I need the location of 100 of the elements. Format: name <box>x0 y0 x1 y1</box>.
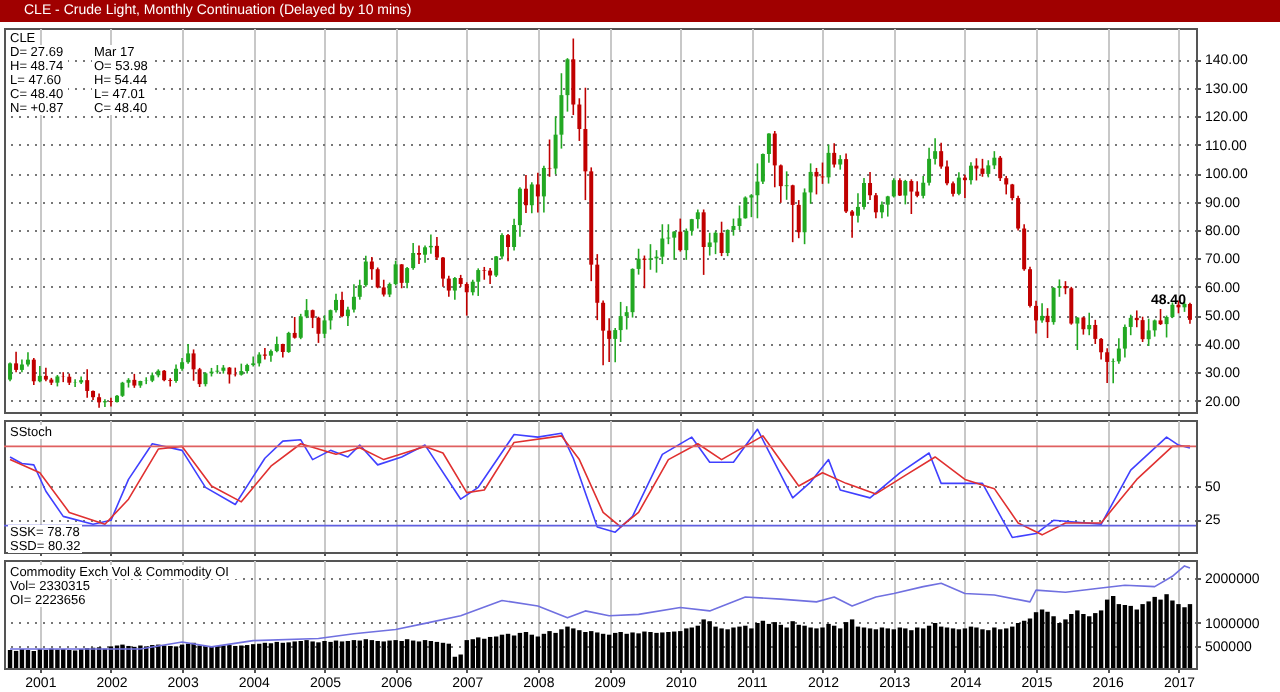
bar <box>286 642 291 668</box>
bar <box>826 623 831 668</box>
bar <box>684 628 689 668</box>
candlestick <box>701 208 706 276</box>
bar <box>885 628 890 668</box>
bar <box>636 633 641 668</box>
bar <box>725 629 730 668</box>
bar <box>1152 596 1157 668</box>
candlestick <box>772 130 777 189</box>
bar <box>903 628 908 668</box>
bar <box>55 649 60 668</box>
candlestick <box>322 314 327 339</box>
bar <box>203 646 208 668</box>
bar <box>932 623 938 668</box>
bar <box>944 627 950 668</box>
bar <box>328 641 333 668</box>
bar <box>387 640 392 668</box>
bar <box>156 644 161 668</box>
bar <box>831 625 837 668</box>
bar <box>529 634 535 668</box>
bar <box>772 622 777 668</box>
bar <box>197 645 202 668</box>
bar <box>233 645 238 668</box>
bar <box>921 628 926 668</box>
candlestick <box>523 174 528 214</box>
bar <box>434 641 440 668</box>
bar <box>227 645 232 668</box>
candlestick <box>340 290 345 319</box>
candlestick <box>1140 315 1145 343</box>
bar <box>1045 611 1050 668</box>
bar <box>476 637 481 668</box>
bar <box>541 633 547 668</box>
candlestick <box>891 177 896 199</box>
candlestick <box>482 266 487 281</box>
candlestick <box>1069 286 1074 326</box>
bar <box>404 639 410 668</box>
candlestick <box>316 315 321 344</box>
candlestick <box>85 368 90 399</box>
candlestick <box>695 208 700 230</box>
bar <box>1010 626 1015 668</box>
bar <box>399 641 404 668</box>
candlestick <box>464 281 469 317</box>
candlestick <box>707 232 712 257</box>
bar <box>992 627 997 668</box>
bar <box>654 632 659 668</box>
bar <box>1093 613 1098 668</box>
bar <box>1063 619 1068 668</box>
candlestick <box>968 161 973 186</box>
candlestick <box>191 348 196 382</box>
bar <box>737 626 742 668</box>
bar <box>1004 628 1009 668</box>
candlestick <box>790 183 795 243</box>
bar <box>173 646 179 668</box>
candlestick <box>14 350 19 373</box>
bar <box>381 641 386 668</box>
bar <box>642 631 647 668</box>
bar <box>956 629 962 668</box>
bar <box>891 629 897 668</box>
candlestick <box>820 161 825 185</box>
candlestick <box>506 233 511 263</box>
bar <box>861 627 867 668</box>
bar <box>648 632 653 668</box>
bar <box>393 640 398 668</box>
bar <box>974 627 979 668</box>
candlestick <box>832 142 837 169</box>
bar <box>1015 623 1021 668</box>
bar <box>962 628 968 668</box>
candlestick <box>974 157 979 182</box>
bar <box>583 632 588 668</box>
candlestick <box>1051 286 1056 326</box>
candlestick <box>903 179 908 206</box>
bar <box>464 640 469 668</box>
bar <box>316 642 321 668</box>
bar <box>672 631 677 668</box>
candlestick <box>1146 317 1151 347</box>
bar <box>322 641 327 668</box>
bar <box>446 643 452 668</box>
bar <box>221 645 226 668</box>
candlestick <box>956 171 961 197</box>
bar <box>250 644 256 668</box>
candlestick <box>334 292 338 314</box>
bar <box>980 629 985 668</box>
bar <box>1069 614 1074 668</box>
bar <box>1111 596 1116 668</box>
bar <box>695 625 701 668</box>
candlestick <box>678 217 683 253</box>
bar <box>239 645 244 668</box>
bar <box>1104 599 1110 668</box>
bar <box>363 639 369 668</box>
bar <box>1087 616 1092 668</box>
bar <box>1116 604 1122 668</box>
bar <box>618 632 623 668</box>
bar <box>760 620 766 668</box>
candlestick <box>61 371 66 383</box>
bar <box>1027 618 1033 668</box>
bar <box>909 630 914 668</box>
bar <box>339 641 345 668</box>
bar <box>755 623 760 668</box>
candlestick <box>737 204 742 231</box>
bar <box>743 625 748 668</box>
